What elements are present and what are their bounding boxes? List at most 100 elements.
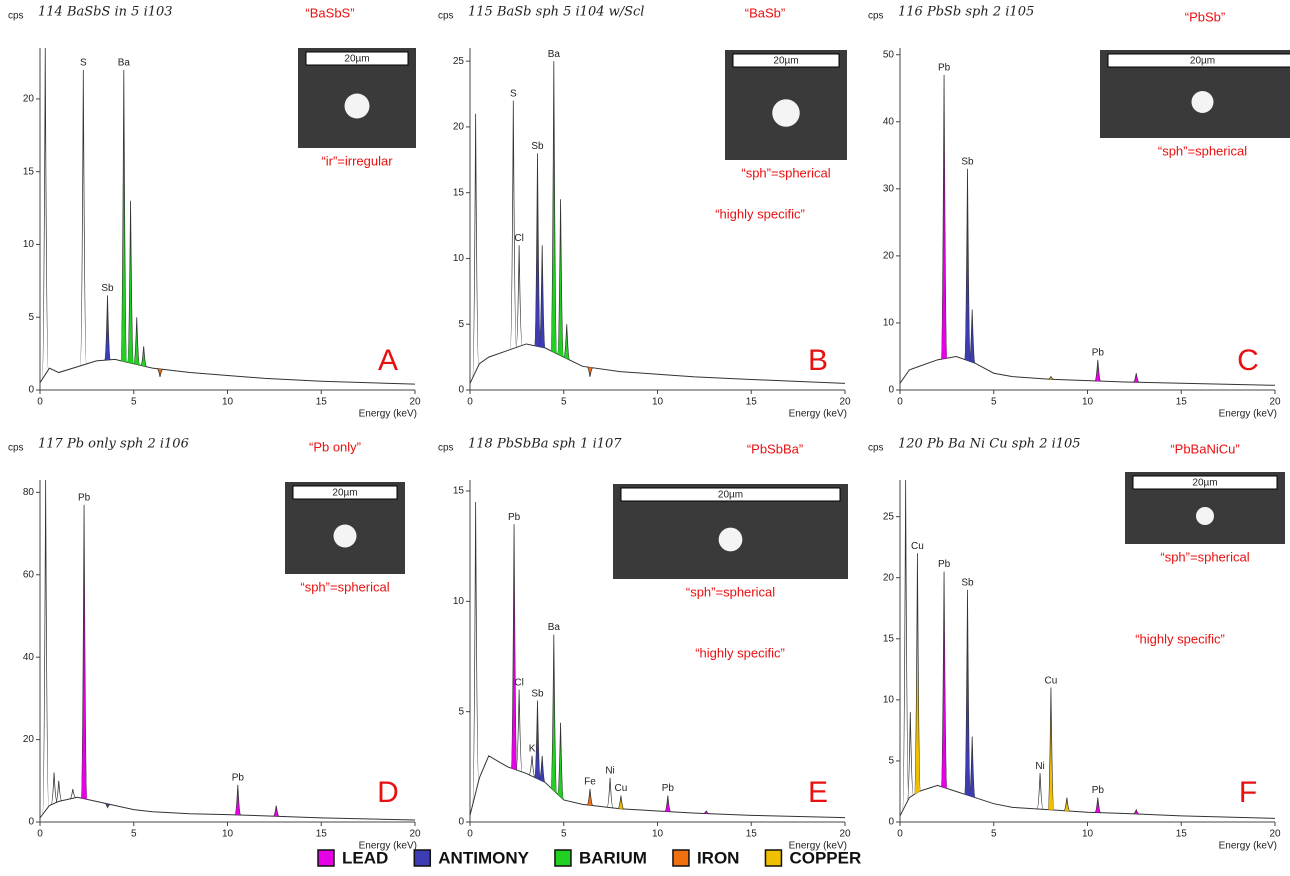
peak: [104, 295, 111, 361]
scale-bar: [305, 51, 409, 66]
x-tick-label: 15: [316, 397, 328, 408]
peak: [42, 479, 50, 815]
remark: “highly specific”: [1135, 631, 1225, 646]
peak-label: Cl: [514, 677, 523, 688]
x-tick-label: 15: [746, 829, 758, 840]
peak: [534, 700, 541, 781]
panel-letter: F: [1239, 776, 1257, 809]
peak: [968, 736, 976, 799]
peak: [606, 777, 614, 809]
y-tick-label: 40: [883, 116, 895, 127]
particle: [344, 93, 370, 119]
peak: [50, 772, 58, 806]
handwritten-note: 114 BaSbS in 5 i103: [38, 5, 173, 20]
y-tick-label: 20: [883, 572, 895, 583]
x-tick-label: 20: [1269, 829, 1281, 840]
panel: 0 5 10 15 20 0 5 10 15 20 cps Energy (keV) 114 BaSbS…: [8, 5, 421, 420]
peak: [79, 69, 87, 367]
peak-label: Fe: [584, 777, 596, 788]
peak: [1094, 359, 1102, 382]
x-tick-label: 5: [561, 829, 567, 840]
peak: [472, 113, 480, 379]
peak: [617, 795, 625, 810]
peak-label: Ba: [548, 622, 561, 633]
peak: [127, 200, 134, 365]
peak: [234, 784, 242, 816]
sample-label: “PbSb”: [1185, 9, 1225, 24]
shape-label: “sph”=spherical: [1158, 143, 1247, 158]
peak: [1047, 687, 1055, 811]
peak: [1047, 375, 1054, 380]
y-tick-label: 15: [23, 166, 35, 177]
panel: 0 5 10 15 20 25 0 5 10 15 20 cps Energy (keV) 115 BaS…: [438, 5, 851, 420]
x-tick-label: 0: [37, 397, 43, 408]
y-tick-label: 15: [453, 187, 465, 198]
y-tick-label: 20: [23, 94, 35, 105]
peak: [1094, 797, 1102, 814]
x-tick-label: 0: [467, 829, 473, 840]
peak: [515, 689, 523, 773]
y-tick-label: 0: [28, 385, 34, 396]
legend-swatch: [672, 849, 690, 867]
y-tick-label: 5: [888, 756, 894, 767]
scale-bar-label: 20µm: [773, 56, 798, 67]
peak: [528, 755, 536, 779]
handwritten-note: 117 Pb only sph 2 i106: [38, 437, 189, 452]
panel-letter: D: [377, 776, 399, 809]
y-tick-label: 20: [23, 734, 35, 745]
x-tick-label: 20: [1269, 397, 1281, 408]
panel: 0 5 10 15 20 25 0 5 10 15 20 cps Energy (keV) 120 Pb …: [868, 437, 1285, 852]
peak-label: S: [510, 88, 517, 99]
x-tick-label: 10: [652, 829, 664, 840]
y-tick-label: 30: [883, 183, 895, 194]
peak-label: Cu: [615, 783, 628, 794]
x-tick-label: 0: [37, 829, 43, 840]
spectrum-line: [469, 343, 846, 384]
particle: [772, 99, 800, 127]
x-tick-label: 15: [1176, 397, 1188, 408]
scale-bar-label: 20µm: [332, 488, 357, 499]
peak: [1036, 773, 1044, 810]
shape-label: “sph”=spherical: [300, 579, 389, 594]
peak: [906, 712, 914, 803]
sample-label: “BaSbS”: [305, 5, 354, 20]
peak-label: Ba: [548, 49, 561, 60]
peak: [140, 346, 148, 368]
peak: [563, 324, 571, 361]
peak-label: Ni: [1035, 761, 1044, 772]
panel-letter: B: [808, 344, 828, 377]
scale-bar-label: 20µm: [344, 54, 369, 65]
spectrum-line: [899, 784, 1276, 819]
x-axis-label: Energy (keV): [789, 409, 847, 420]
peak-label: Ni: [605, 766, 614, 777]
x-tick-label: 0: [897, 829, 903, 840]
sample-label: “Pb only”: [309, 439, 361, 454]
remark: “highly specific”: [715, 206, 805, 221]
legend-label: ANTIMONY: [438, 848, 529, 867]
x-tick-label: 20: [409, 397, 421, 408]
x-tick-label: 15: [316, 829, 328, 840]
particle: [1196, 507, 1214, 525]
panel-letter: C: [1237, 344, 1259, 377]
peak-label: Pb: [78, 492, 91, 503]
y-tick-label: 10: [453, 253, 465, 264]
peak: [69, 788, 76, 800]
particle: [718, 527, 743, 552]
scale-bar: [1107, 53, 1290, 68]
y-tick-label: 50: [883, 49, 895, 60]
peak: [538, 755, 546, 783]
y-axis-label: cps: [438, 443, 454, 454]
legend-label: IRON: [697, 848, 740, 867]
y-tick-label: 0: [28, 817, 34, 828]
peak: [120, 69, 128, 363]
handwritten-note: 115 BaSb sph 5 i104 w/Scl: [468, 5, 644, 20]
peak-label: Pb: [508, 512, 521, 523]
y-axis-label: cps: [8, 443, 24, 454]
y-tick-label: 10: [23, 239, 35, 250]
scale-bar: [732, 53, 840, 68]
peak: [964, 168, 971, 362]
y-tick-label: 10: [883, 318, 895, 329]
legend-label: COPPER: [789, 848, 861, 867]
shape-label: “ir”=irregular: [321, 153, 393, 168]
x-tick-label: 10: [1082, 829, 1094, 840]
